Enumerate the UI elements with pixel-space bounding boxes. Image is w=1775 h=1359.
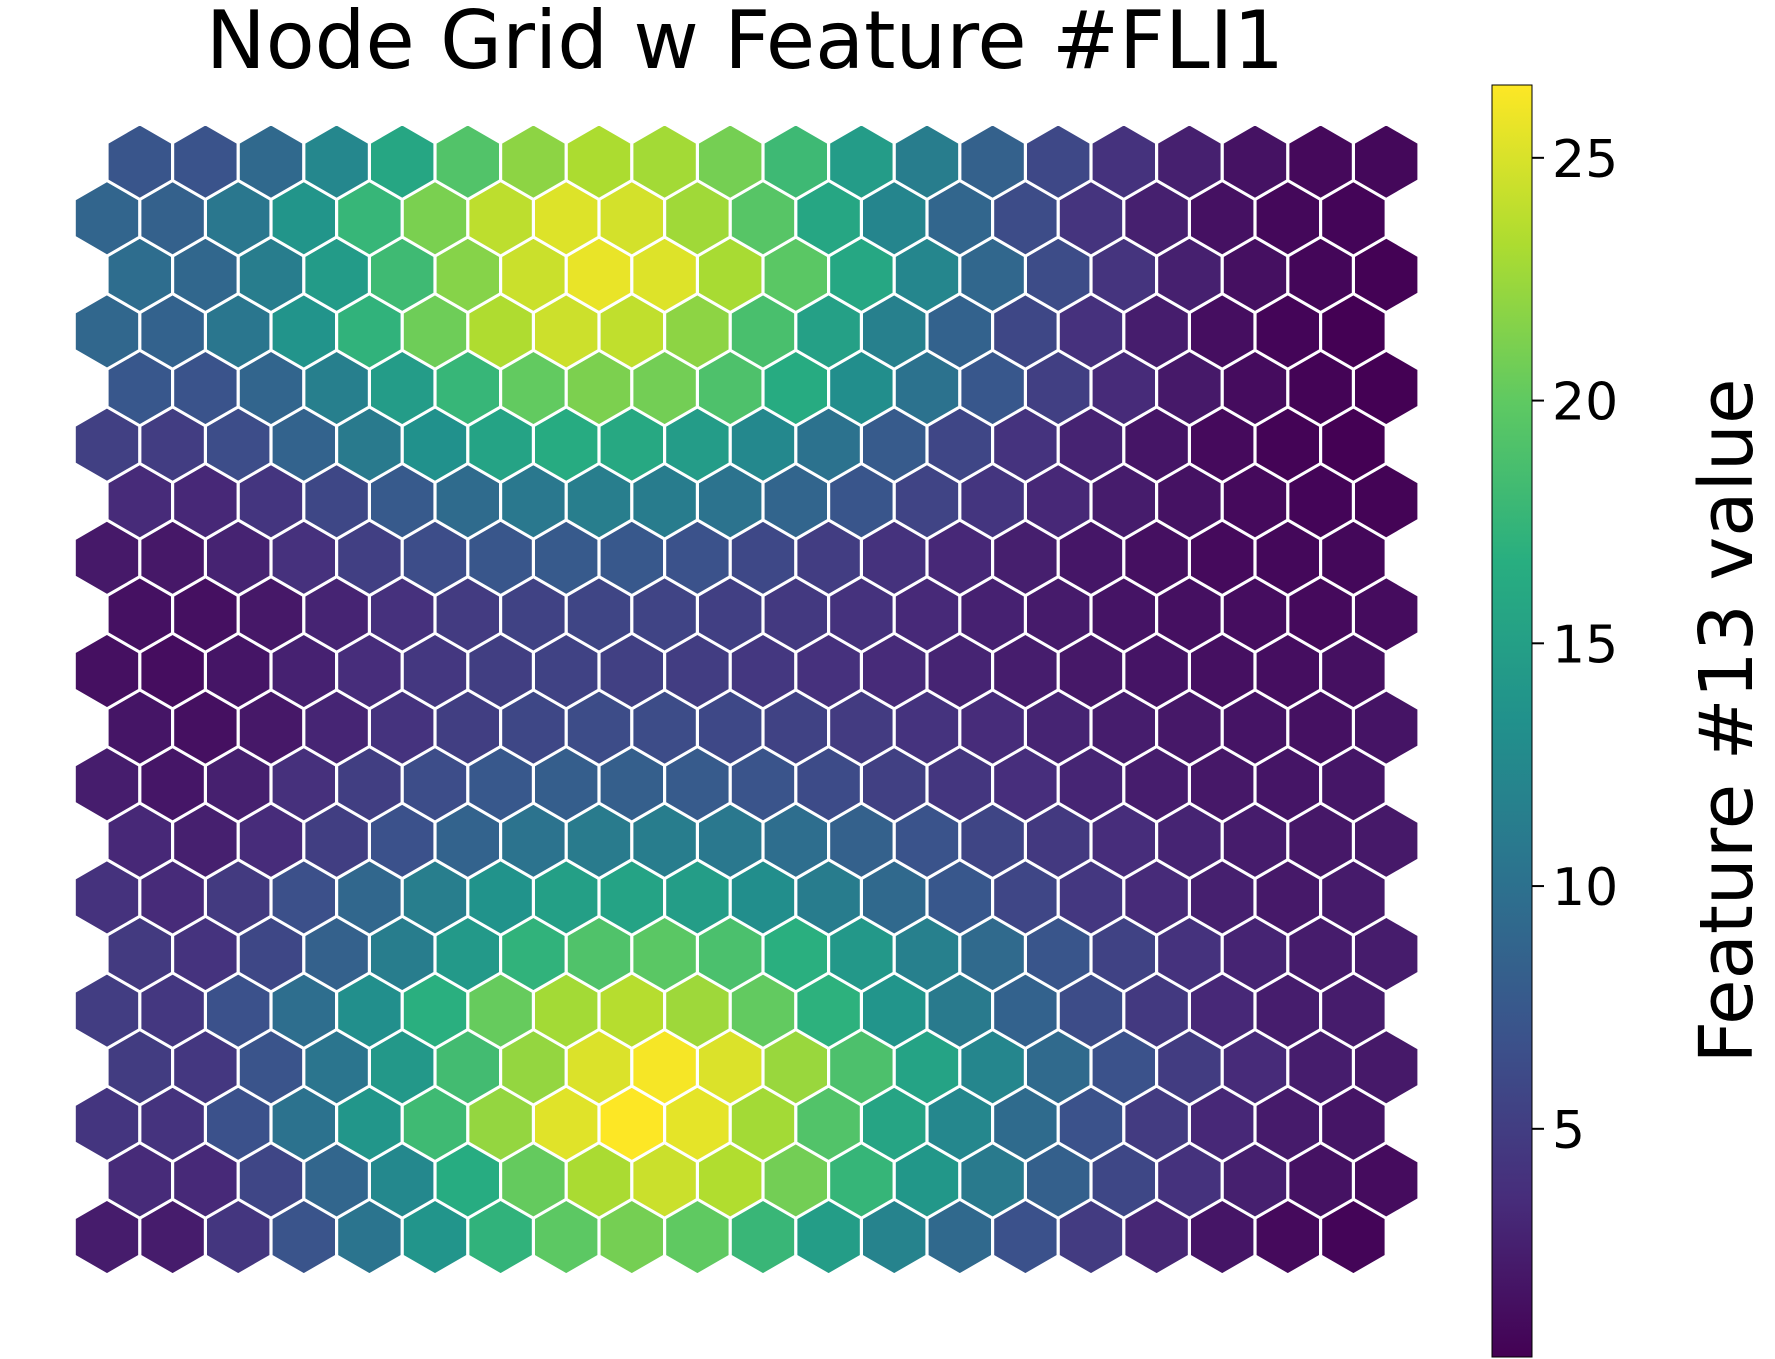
- colorbar-tick-label: 25: [1552, 130, 1618, 190]
- colorbar: 5 10 15 20 25: [1491, 84, 1618, 1358]
- colorbar-ticks: 5 10 15 20 25: [1532, 130, 1618, 1161]
- hex-node: [1352, 122, 1421, 202]
- colorbar-tick-label: 5: [1552, 1101, 1585, 1161]
- colorbar-tick-label: 20: [1552, 373, 1618, 433]
- colorbar-tick-label: 10: [1552, 858, 1618, 918]
- hex-grid: [72, 122, 1421, 1277]
- colorbar-gradient: [1491, 84, 1533, 1358]
- colorbar-label: Feature #13 value: [1684, 379, 1770, 1064]
- chart-title: Node Grid w Feature #FLI1: [206, 0, 1284, 87]
- colorbar-tick-label: 15: [1552, 615, 1618, 675]
